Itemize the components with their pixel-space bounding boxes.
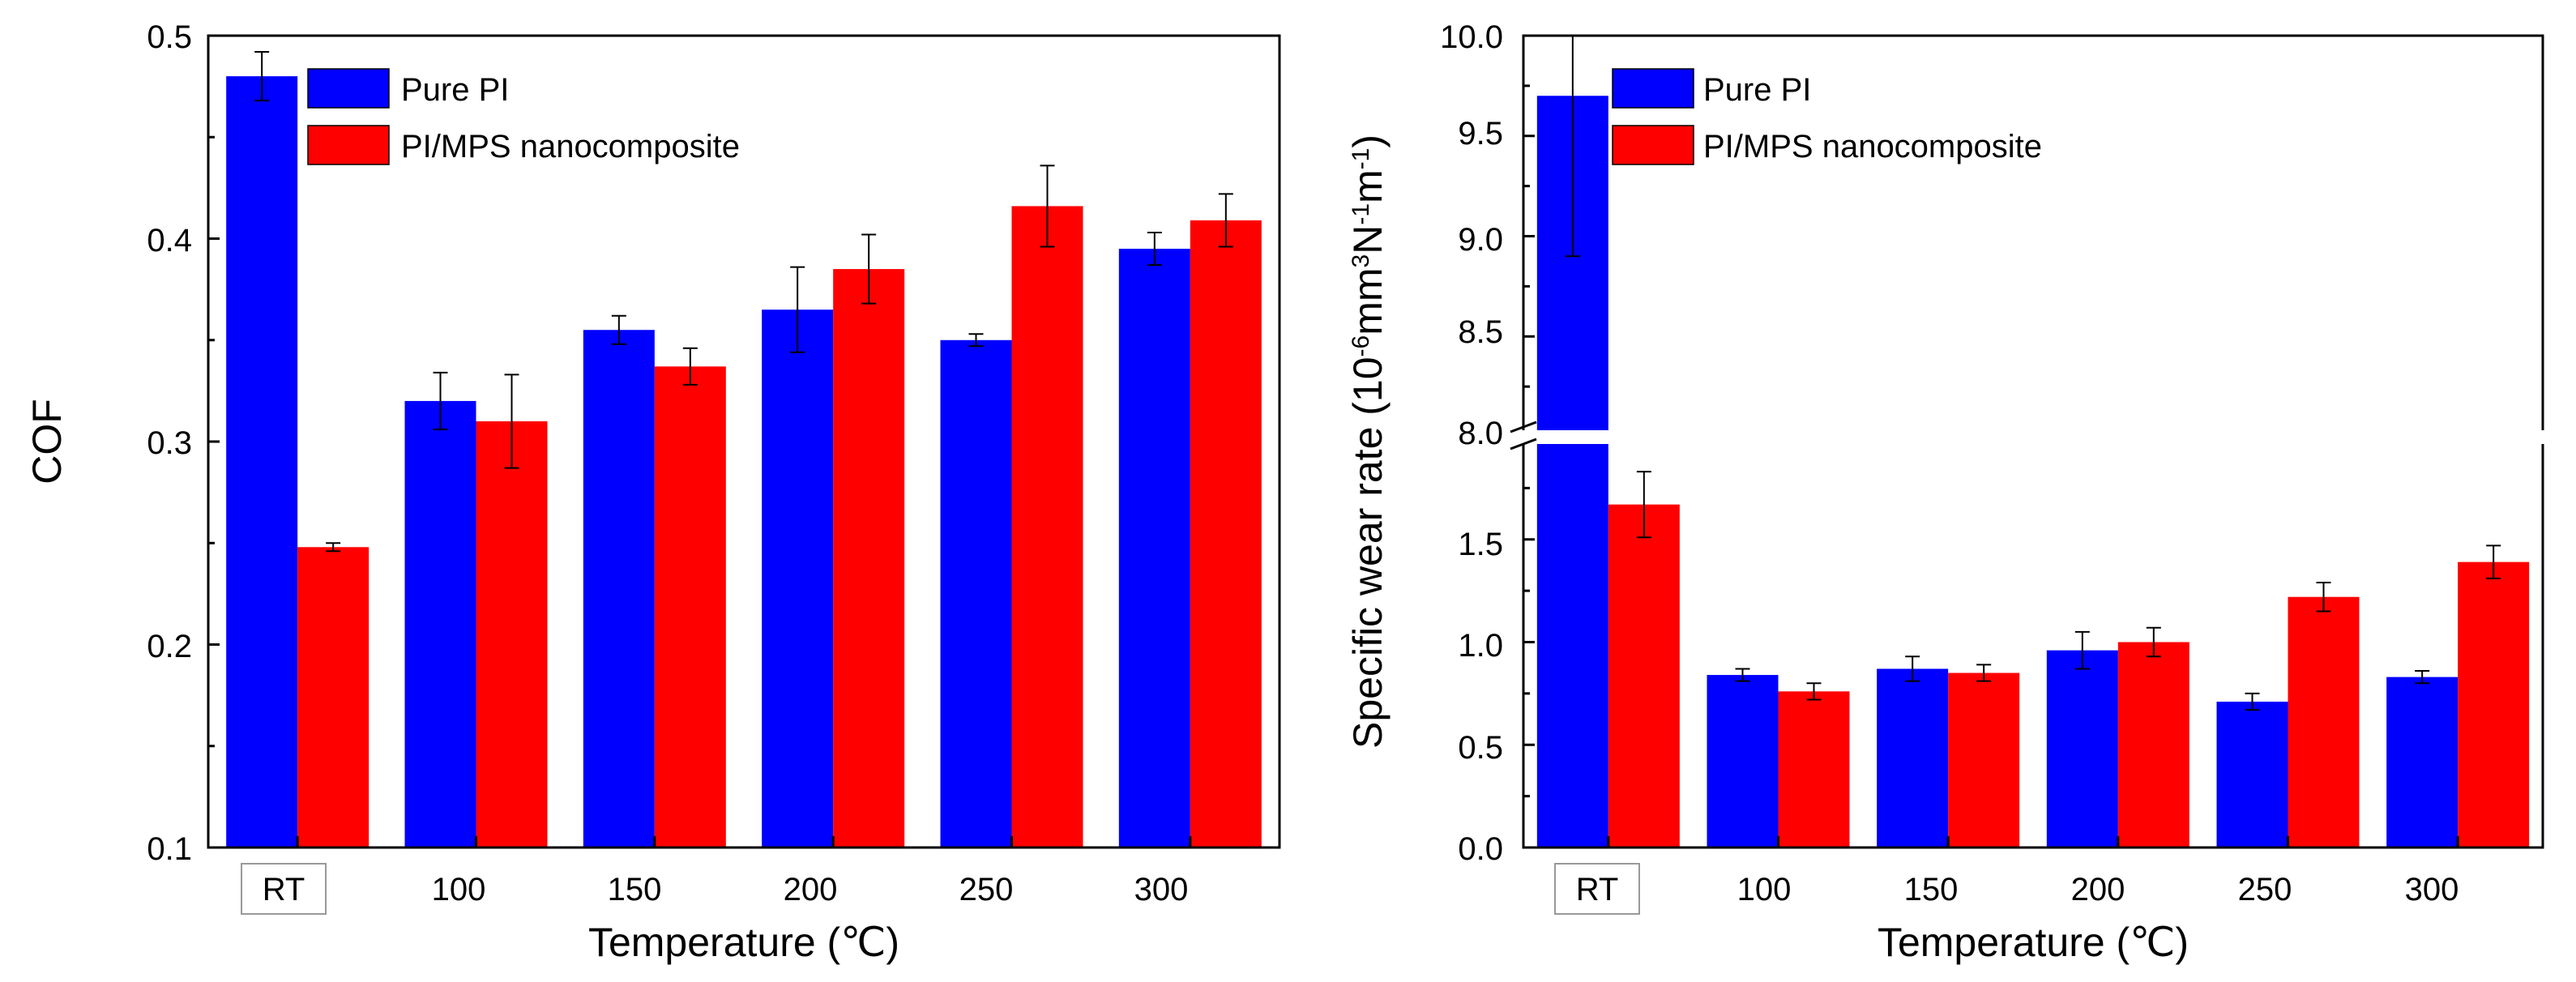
cof-legend-swatch-pure-pi bbox=[307, 68, 390, 109]
wear-ytick-label-8: 10.0 bbox=[1440, 19, 1503, 55]
wear-ytick-label-0: 0.0 bbox=[1458, 831, 1503, 867]
cof-bar-s0-c3 bbox=[762, 310, 834, 848]
wear-xtick-label-5: 300 bbox=[2405, 872, 2459, 907]
wear-ylabel-exp4: -1 bbox=[1348, 148, 1374, 170]
cof-bar-s1-c4 bbox=[1011, 206, 1083, 848]
cof-ytick-label-2: 0.3 bbox=[147, 425, 192, 461]
wear-bar-s1-c2 bbox=[1948, 672, 2020, 848]
cof-error-bars bbox=[254, 51, 1233, 553]
wear-x-axis-title: Temperature (℃) bbox=[1878, 920, 2189, 965]
cof-bar-s1-c2 bbox=[654, 366, 726, 848]
axis-break-mark-bottom bbox=[1510, 438, 1537, 450]
cof-xtick-label-1: 100 bbox=[432, 872, 486, 907]
cof-bar-s0-c2 bbox=[583, 330, 655, 848]
wear-bar-s0-c5 bbox=[2386, 677, 2459, 848]
cof-legend-label-pure-pi: Pure PI bbox=[401, 72, 509, 108]
wear-xtick-label-2: 150 bbox=[1904, 872, 1959, 907]
cof-legend-swatch-pi-mps bbox=[307, 125, 390, 165]
cof-rt-label-box bbox=[241, 863, 327, 915]
wear-ylabel-mid1: mm bbox=[1345, 267, 1391, 335]
wear-ytick-label-2: 1.0 bbox=[1458, 628, 1503, 664]
cof-x-ticks bbox=[296, 836, 1192, 848]
wear-y-ticks bbox=[1523, 84, 1535, 849]
wear-ytick-label-4: 8.0 bbox=[1458, 416, 1503, 451]
wear-ytick-label-6: 9.0 bbox=[1458, 222, 1503, 258]
wear-y-axis-title: Specific wear rate (10-6mm3N-1m-1) bbox=[1345, 134, 1391, 749]
wear-legend-swatch-pi-mps bbox=[1612, 125, 1694, 165]
cof-bars bbox=[226, 76, 1262, 848]
axis-break-mark-top bbox=[1510, 421, 1537, 433]
wear-bar-s1-c5 bbox=[2458, 561, 2530, 848]
wear-ytick-label-1: 0.5 bbox=[1458, 730, 1503, 766]
cof-ytick-label-0: 0.1 bbox=[147, 831, 192, 867]
wear-bar-s1-c0 bbox=[1608, 504, 1680, 848]
wear-ylabel-main: Specific wear rate (10 bbox=[1345, 357, 1391, 749]
cof-xtick-label-2: 150 bbox=[608, 872, 662, 907]
wear-xtick-label-3: 200 bbox=[2071, 872, 2125, 907]
wear-legend-label-pi-mps: PI/MPS nanocomposite bbox=[1703, 129, 2042, 164]
cof-y-axis-title: COF bbox=[24, 399, 70, 485]
wear-ylabel-exp1: -6 bbox=[1348, 335, 1374, 357]
axis-break-gap bbox=[1507, 430, 2561, 444]
wear-xtick-label-4: 250 bbox=[2238, 872, 2292, 907]
cof-bar-s1-c0 bbox=[297, 547, 370, 848]
cof-bar-s0-c5 bbox=[1118, 249, 1190, 848]
wear-bar-s0-c2 bbox=[1877, 668, 1949, 848]
wear-legend-swatch-pure-pi bbox=[1612, 68, 1694, 109]
wear-xtick-label-0: RT bbox=[1576, 872, 1619, 907]
cof-bar-s0-c4 bbox=[940, 339, 1012, 848]
wear-bar-s0-c4 bbox=[2216, 702, 2288, 848]
cof-xtick-label-5: 300 bbox=[1134, 872, 1189, 907]
wear-bars bbox=[1536, 96, 2530, 848]
cof-xtick-label-4: 250 bbox=[959, 872, 1014, 907]
wear-bar-s0-c1 bbox=[1707, 675, 1779, 848]
wear-bar-s1-c1 bbox=[1778, 691, 1850, 848]
cof-bar-s1-c5 bbox=[1190, 220, 1262, 848]
wear-rt-label-box bbox=[1554, 863, 1640, 915]
wear-ylabel-mid3: m bbox=[1345, 169, 1391, 203]
wear-bar-s1-c4 bbox=[2288, 596, 2360, 848]
cof-ytick-label-1: 0.2 bbox=[147, 629, 192, 664]
wear-ylabel-exp3: -1 bbox=[1348, 203, 1374, 225]
wear-ylabel-end: ) bbox=[1345, 134, 1391, 148]
cof-bar-s1-c1 bbox=[476, 421, 548, 848]
cof-bar-s0-c1 bbox=[404, 400, 476, 848]
wear-ylabel-exp2: 3 bbox=[1348, 254, 1374, 268]
wear-bar-s1-c3 bbox=[2117, 642, 2189, 848]
cof-chart: 0.1 0.2 0.3 0.4 0.5 RT 100 150 200 250 3… bbox=[24, 19, 1281, 965]
cof-ytick-label-3: 0.4 bbox=[147, 223, 192, 258]
cof-ytick-label-4: 0.5 bbox=[147, 19, 192, 55]
cof-bar-s1-c3 bbox=[833, 269, 905, 848]
wear-ytick-label-3: 1.5 bbox=[1458, 527, 1503, 562]
wear-ylabel-mid2: N bbox=[1345, 225, 1391, 254]
wear-ytick-label-5: 8.5 bbox=[1458, 314, 1503, 350]
cof-bar-s0-c0 bbox=[226, 76, 298, 848]
cof-y-ticks bbox=[208, 34, 220, 849]
cof-x-axis-title: Temperature (℃) bbox=[588, 920, 899, 965]
wear-x-ticks bbox=[1607, 836, 2459, 848]
cof-xtick-label-3: 200 bbox=[784, 872, 838, 907]
wear-ytick-label-7: 9.5 bbox=[1458, 116, 1503, 152]
wear-chart: 0.0 0.5 1.0 1.5 8.0 8.5 9.0 9.5 10.0 RT … bbox=[1345, 19, 2561, 965]
cof-xtick-label-0: RT bbox=[263, 872, 305, 907]
wear-bar-s0-c3 bbox=[2046, 650, 2118, 848]
wear-xtick-label-1: 100 bbox=[1737, 872, 1792, 907]
wear-error-bars bbox=[1565, 35, 2501, 711]
cof-legend-label-pi-mps: PI/MPS nanocomposite bbox=[401, 129, 740, 164]
wear-legend-label-pure-pi: Pure PI bbox=[1703, 72, 1811, 108]
